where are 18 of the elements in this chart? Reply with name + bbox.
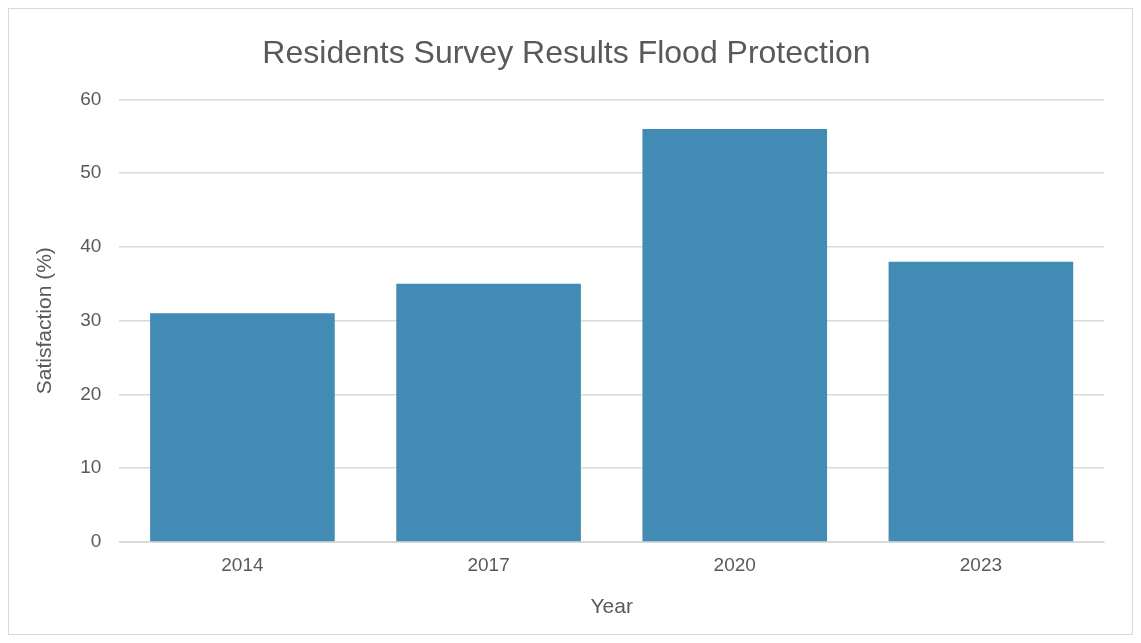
y-tick-label: 40 xyxy=(80,235,102,257)
y-tick-label: 50 xyxy=(80,161,102,183)
bar xyxy=(642,128,828,542)
bar xyxy=(396,283,581,542)
x-tick-label: 2020 xyxy=(713,553,756,575)
bar xyxy=(150,313,335,542)
y-tick-label: 20 xyxy=(80,382,102,404)
x-tick-label: 2023 xyxy=(959,553,1003,575)
y-axis-title: Satisfaction (%) xyxy=(32,247,56,395)
x-tick-label: 2014 xyxy=(221,553,264,575)
y-tick-label: 30 xyxy=(80,308,102,330)
x-axis-title: Year xyxy=(590,594,633,618)
y-tick-label: 10 xyxy=(80,456,102,478)
bar xyxy=(888,261,1074,542)
chart-title: Residents Survey Results Flood Protection xyxy=(262,34,871,71)
y-tick-label: 60 xyxy=(80,87,102,109)
y-tick-label: 0 xyxy=(90,530,102,552)
x-tick-label: 2017 xyxy=(467,553,510,575)
